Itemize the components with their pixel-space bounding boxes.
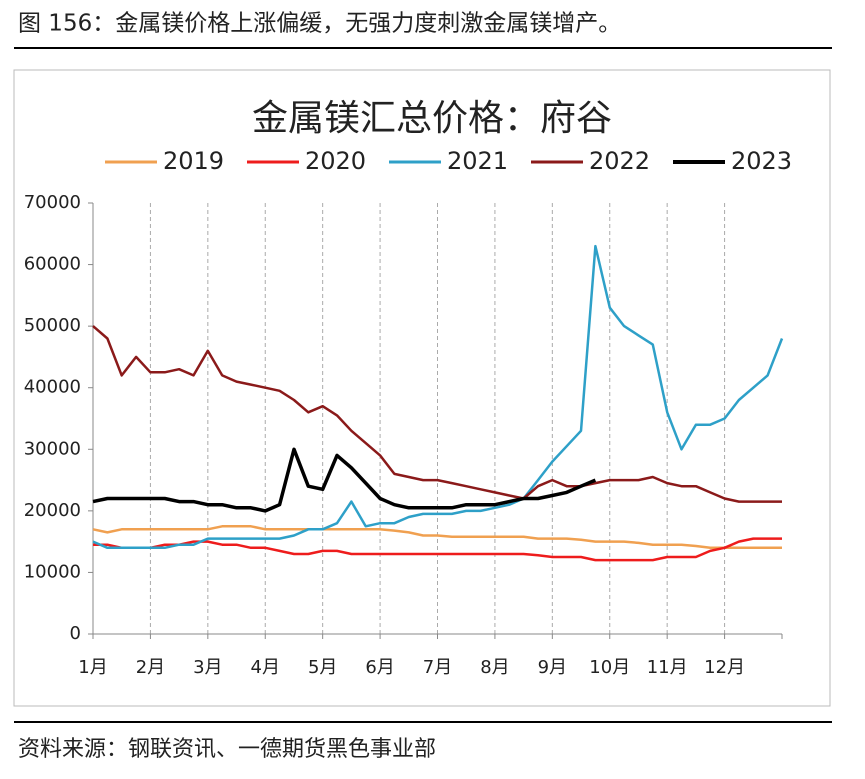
y-tick-label: 20000 [24, 500, 81, 521]
x-tick-label: 2月 [136, 657, 165, 678]
x-tick-label: 9月 [538, 657, 567, 678]
legend-label: 2021 [447, 147, 508, 175]
chart-title: 金属镁汇总价格：府谷 [252, 98, 612, 139]
legend-label: 2022 [589, 147, 650, 175]
x-tick-label: 3月 [193, 657, 222, 678]
y-tick-label: 30000 [24, 438, 81, 459]
x-tick-label: 8月 [480, 657, 509, 678]
x-tick-label: 10月 [589, 657, 630, 678]
x-tick-label: 1月 [78, 657, 107, 678]
legend-label: 2023 [731, 147, 792, 175]
series-line [92, 447, 597, 513]
source-note: 资料来源：钢联资讯、一德期货黑色事业部 [18, 737, 436, 762]
legend-label: 2020 [305, 147, 366, 175]
x-tick-label: 6月 [365, 657, 394, 678]
y-tick-label: 40000 [24, 377, 81, 398]
x-tick-label: 11月 [647, 657, 688, 678]
series-line [93, 537, 782, 562]
y-tick-label: 10000 [24, 561, 81, 582]
y-tick-label: 0 [70, 623, 81, 644]
series-line [92, 525, 782, 550]
x-tick-label: 7月 [423, 657, 452, 678]
chart-frame [13, 69, 831, 707]
y-tick-label: 60000 [24, 254, 81, 275]
legend-label: 2019 [163, 147, 224, 175]
y-tick-label: 50000 [24, 315, 81, 336]
series-line [92, 325, 782, 503]
y-tick-label: 70000 [24, 192, 81, 213]
x-tick-label: 12月 [704, 657, 745, 678]
x-tick-label: 4月 [251, 657, 280, 678]
series-line [92, 244, 784, 550]
x-tick-label: 5月 [308, 657, 337, 678]
figure-title: 图 156：金属镁价格上涨偏缓，无强力度刺激金属镁增产。 [18, 11, 621, 37]
